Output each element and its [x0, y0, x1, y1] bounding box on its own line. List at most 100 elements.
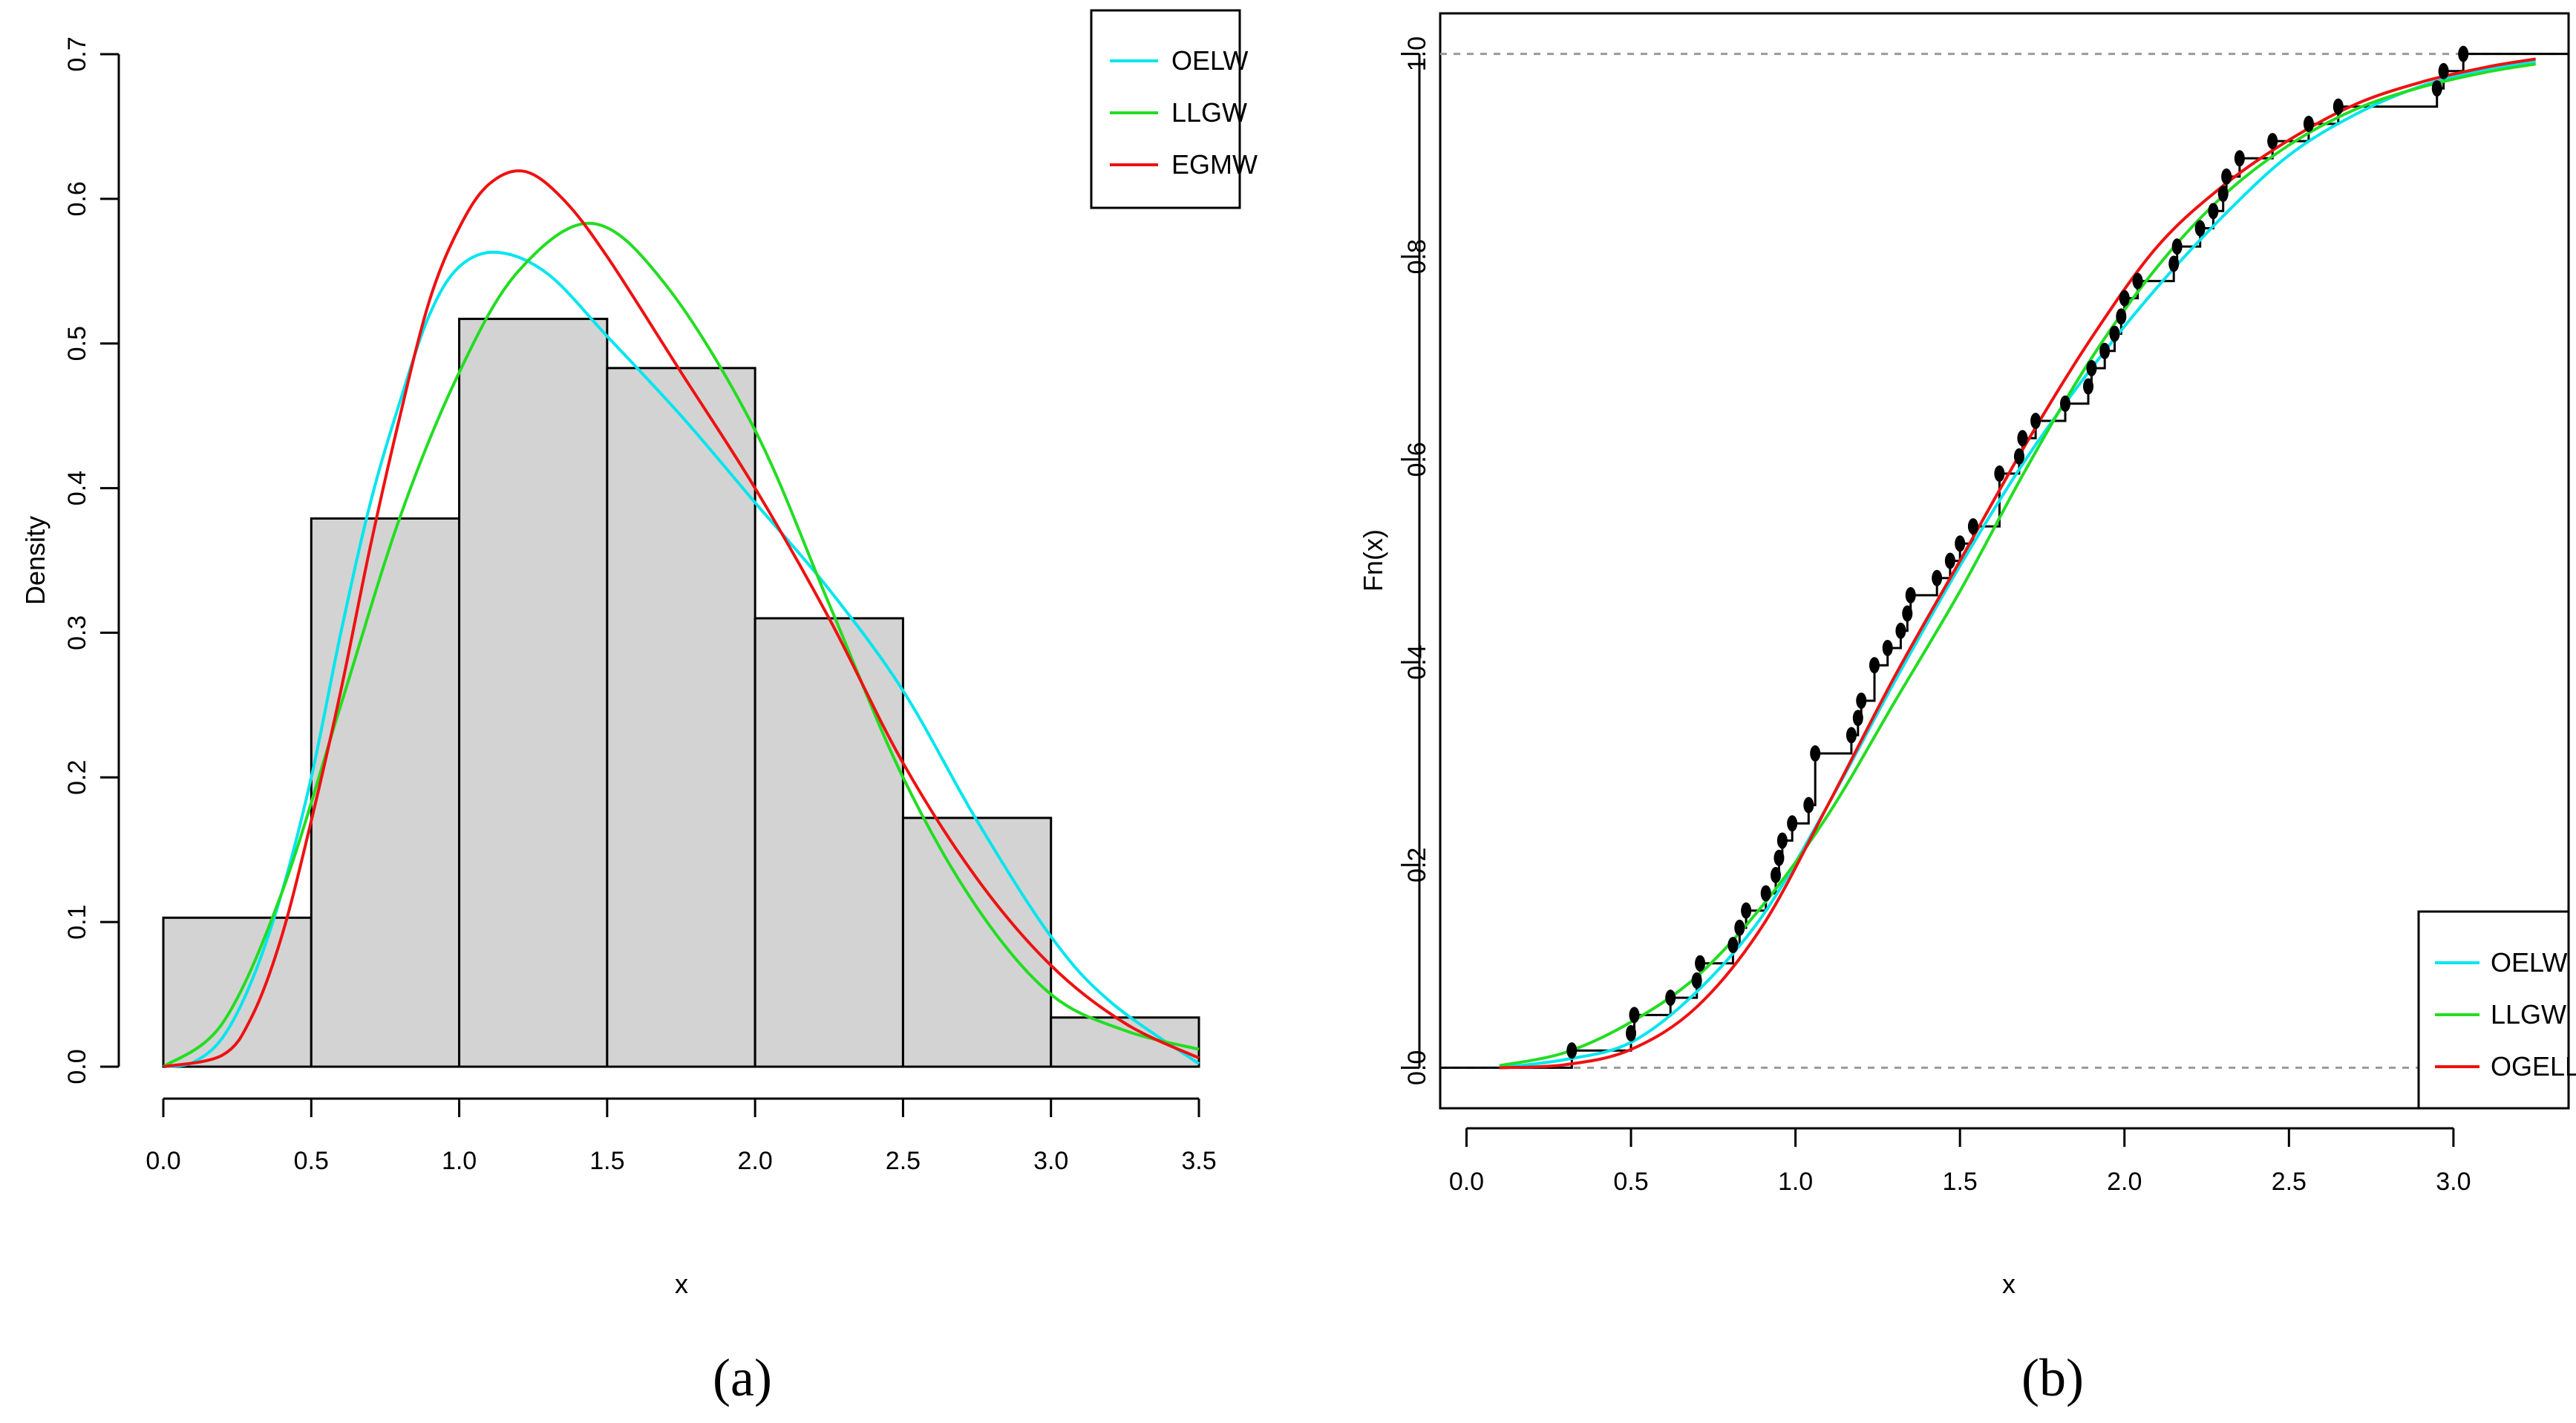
x-tick-label-b: 1.0	[1778, 1168, 1813, 1196]
legend-label-ogell: OGELL	[2491, 1051, 2576, 1082]
x-tick-label-b: 0.5	[1613, 1168, 1648, 1196]
ecdf-point	[1695, 955, 1706, 972]
x-tick-label-a: 2.5	[886, 1147, 921, 1175]
y-tick-label-a: 0.2	[63, 760, 91, 795]
x-tick-label-a: 0.5	[294, 1147, 329, 1175]
x-tick-label-a: 3.0	[1033, 1147, 1068, 1175]
cdf-curve-llgw	[1499, 62, 2537, 1067]
legend-label-egmw: EGMW	[1171, 149, 1258, 180]
ecdf-point	[1852, 710, 1863, 727]
x-axis-title-b: x	[2002, 1269, 2016, 1299]
ecdf-point	[2013, 448, 2024, 465]
ecdf-point	[2119, 289, 2130, 307]
x-tick-label-b: 2.0	[2107, 1168, 2142, 1196]
ecdf-point	[2132, 272, 2143, 289]
ecdf-point	[1810, 745, 1821, 762]
density-curve-egmw	[163, 169, 1200, 1068]
plot-frame-b	[1439, 12, 2570, 1110]
x-tick-label-a: 1.0	[442, 1147, 477, 1175]
ecdf-point	[1846, 727, 1857, 744]
ecdf-point	[1902, 605, 1913, 622]
legend-b: OELW LLGW OGELL	[2417, 910, 2576, 1110]
ecdf-panel: 0.0 0.5 1.0 1.5 2.0 2.5 3.0 0.0 0.2 0.4 0.6 0.8 1.0…	[1358, 12, 2576, 1407]
y-axis-title-a: Density	[20, 516, 50, 605]
x-tick-label-b: 3.0	[2436, 1168, 2471, 1196]
ecdf-point	[2234, 150, 2245, 167]
ecdf-point	[1566, 1042, 1578, 1059]
cdf-curve-oelw	[1499, 60, 2536, 1070]
ecdf-point	[2431, 80, 2442, 97]
ecdf-point	[1955, 535, 1966, 552]
histogram-bar-6	[901, 817, 1053, 1068]
ecdf-point	[2168, 255, 2180, 272]
ecdf-point	[1803, 796, 1814, 814]
ecdf-point	[1665, 989, 1676, 1007]
legend-box-a	[1090, 9, 1241, 209]
ecdf-point	[1734, 919, 1745, 936]
ecdf-point	[2438, 62, 2449, 79]
ecdf-point	[2194, 220, 2206, 237]
histogram-panel: 0.0 0.5 1.0 1.5 2.0 2.5 3.0 3.5 0.0 0.1 0.2 0.3 0.4…	[20, 9, 1258, 1407]
y-tick-label-a: 0.6	[63, 181, 91, 216]
ecdf-point	[1944, 552, 1955, 569]
y-axis-a: 0.0 0.1 0.2 0.3 0.4 0.5 0.6 0.7	[63, 36, 120, 1085]
ecdf-point	[1882, 639, 1893, 656]
ecdf-point	[1895, 622, 1906, 639]
legend-a: OELW LLGW EGMW	[1090, 9, 1258, 209]
y-tick-label-b: 0.0	[1403, 1050, 1431, 1085]
ecdf-step-line	[1440, 53, 2569, 1069]
ecdf-point	[2059, 395, 2070, 412]
x-axis-a: 0.0 0.5 1.0 1.5 2.0 2.5 3.0 3.5	[146, 1097, 1217, 1175]
x-tick-label-a: 2.0	[738, 1147, 773, 1175]
histogram-bar-2	[310, 517, 461, 1068]
ecdf-step	[1440, 53, 2569, 1069]
ecdf-point	[1776, 832, 1788, 849]
y-tick-label-a: 0.5	[63, 326, 91, 361]
ecdf-point	[1727, 937, 1739, 954]
ecdf-point	[1856, 692, 1867, 709]
y-tick-label-b: 1.0	[1403, 36, 1431, 71]
ecdf-point	[2303, 115, 2314, 132]
ecdf-points	[1566, 45, 2469, 1059]
ecdf-point	[1760, 885, 1771, 902]
legend-box-b	[2417, 910, 2570, 1110]
ecdf-point	[2099, 342, 2111, 359]
reference-lines	[1440, 53, 2569, 1069]
x-tick-label-a: 3.5	[1181, 1147, 1216, 1175]
y-tick-label-b: 0.4	[1403, 644, 1431, 679]
y-tick-label-a: 0.4	[63, 471, 91, 506]
ecdf-point	[1787, 815, 1798, 832]
y-tick-label-b: 0.8	[1403, 239, 1431, 274]
ecdf-point	[2458, 45, 2469, 62]
ecdf-point	[1741, 902, 1752, 919]
legend-label-llgw: LLGW	[1171, 97, 1247, 128]
ecdf-point	[2221, 168, 2232, 185]
panel-caption-b: (b)	[2021, 1348, 2084, 1407]
ecdf-point	[2083, 378, 2094, 395]
y-tick-label-a: 0.1	[63, 905, 91, 940]
y-axis-title-b: Fn(x)	[1358, 529, 1388, 592]
ecdf-point	[2333, 98, 2344, 115]
cdf-curve-ogell	[1499, 57, 2537, 1070]
ecdf-point	[2208, 203, 2219, 220]
histogram-bars	[162, 318, 1200, 1068]
histogram-bar-4	[606, 367, 756, 1068]
ecdf-point	[2171, 238, 2183, 255]
ecdf-point	[1771, 866, 1782, 883]
ecdf-point	[1869, 657, 1880, 674]
ecdf-point	[1691, 972, 1702, 989]
y-axis-b: 0.0 0.2 0.4 0.6 0.8 1.0	[1401, 36, 1431, 1085]
ecdf-point	[1932, 569, 1943, 586]
ecdf-point	[1994, 465, 2005, 482]
x-axis-title-a: x	[675, 1269, 688, 1299]
density-curves	[162, 169, 1200, 1068]
x-tick-label-a: 0.0	[146, 1147, 180, 1175]
ecdf-point	[1967, 518, 1978, 535]
y-tick-label-b: 0.2	[1403, 848, 1431, 883]
density-curve-llgw	[162, 221, 1200, 1068]
y-tick-label-a: 0.7	[63, 36, 91, 71]
histogram-bar-5	[753, 617, 904, 1068]
ecdf-point	[2267, 133, 2278, 150]
x-tick-label-a: 1.5	[589, 1147, 624, 1175]
